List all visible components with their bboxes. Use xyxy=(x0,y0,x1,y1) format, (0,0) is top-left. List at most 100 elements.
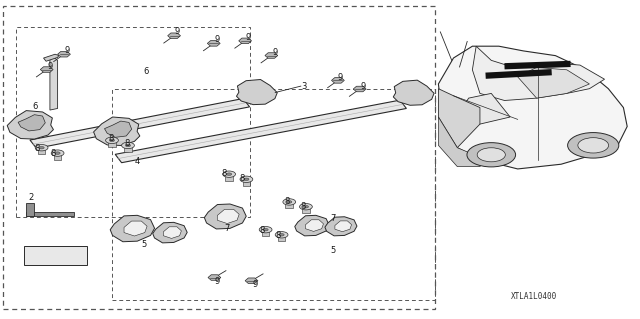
Circle shape xyxy=(568,133,619,158)
Polygon shape xyxy=(204,204,246,229)
Circle shape xyxy=(227,173,232,175)
Text: 8: 8 xyxy=(300,202,305,211)
Polygon shape xyxy=(438,89,480,148)
Polygon shape xyxy=(168,33,180,39)
Text: 9: 9 xyxy=(174,27,179,36)
Text: 9: 9 xyxy=(47,62,52,70)
Circle shape xyxy=(279,234,284,236)
Polygon shape xyxy=(332,78,344,83)
Polygon shape xyxy=(115,100,406,163)
Circle shape xyxy=(55,152,60,154)
Text: 6: 6 xyxy=(143,67,148,76)
Polygon shape xyxy=(438,117,486,167)
Circle shape xyxy=(125,144,131,147)
Circle shape xyxy=(300,204,312,210)
Circle shape xyxy=(122,142,134,149)
Polygon shape xyxy=(58,51,70,57)
Circle shape xyxy=(578,138,609,153)
Polygon shape xyxy=(335,221,351,232)
Circle shape xyxy=(283,199,296,205)
Polygon shape xyxy=(472,46,605,100)
Circle shape xyxy=(244,178,249,181)
Polygon shape xyxy=(44,54,59,61)
Text: 8: 8 xyxy=(124,139,129,148)
Polygon shape xyxy=(18,115,45,131)
Bar xyxy=(285,201,293,208)
Text: 9: 9 xyxy=(215,35,220,44)
Polygon shape xyxy=(218,209,239,224)
Circle shape xyxy=(51,150,64,156)
Bar xyxy=(3,6,435,309)
Text: 9: 9 xyxy=(246,33,251,42)
Text: 7: 7 xyxy=(225,224,230,233)
Polygon shape xyxy=(518,67,589,98)
Circle shape xyxy=(467,143,516,167)
Bar xyxy=(243,179,250,186)
Text: 2: 2 xyxy=(28,193,33,202)
Polygon shape xyxy=(239,38,252,44)
Polygon shape xyxy=(50,57,58,110)
Circle shape xyxy=(263,228,268,231)
Bar xyxy=(262,229,269,236)
Polygon shape xyxy=(353,86,366,92)
Circle shape xyxy=(39,146,44,149)
Circle shape xyxy=(106,137,118,144)
Text: 6: 6 xyxy=(33,102,38,111)
Polygon shape xyxy=(305,220,323,231)
Bar xyxy=(278,234,285,241)
Circle shape xyxy=(287,201,292,203)
Bar xyxy=(225,174,233,181)
Bar xyxy=(108,140,116,147)
Circle shape xyxy=(477,148,506,162)
Polygon shape xyxy=(325,217,357,236)
Bar xyxy=(26,212,74,216)
Polygon shape xyxy=(245,278,258,284)
Text: 8: 8 xyxy=(239,174,244,183)
Text: 9: 9 xyxy=(338,73,343,82)
Text: 5: 5 xyxy=(330,246,335,255)
Polygon shape xyxy=(208,275,221,280)
Text: 9: 9 xyxy=(215,277,220,286)
Bar xyxy=(112,89,435,300)
Polygon shape xyxy=(207,41,220,46)
Polygon shape xyxy=(124,221,147,236)
Circle shape xyxy=(240,176,253,182)
Polygon shape xyxy=(458,93,510,124)
Text: 7: 7 xyxy=(330,214,335,223)
Text: 8: 8 xyxy=(260,226,265,235)
Text: 8: 8 xyxy=(284,197,289,206)
Circle shape xyxy=(109,139,115,142)
Polygon shape xyxy=(237,79,277,105)
Text: 9: 9 xyxy=(65,46,70,55)
Bar xyxy=(302,206,310,213)
Polygon shape xyxy=(7,111,54,139)
Circle shape xyxy=(223,171,236,177)
Polygon shape xyxy=(163,227,181,238)
Polygon shape xyxy=(393,80,434,105)
Text: XTLA1L0400: XTLA1L0400 xyxy=(511,293,557,301)
Circle shape xyxy=(259,226,272,233)
Bar xyxy=(124,145,132,152)
Circle shape xyxy=(303,205,308,208)
Text: 8: 8 xyxy=(108,134,113,143)
Text: 5: 5 xyxy=(141,240,147,249)
Text: 9: 9 xyxy=(361,82,366,91)
Polygon shape xyxy=(295,215,329,236)
Polygon shape xyxy=(30,99,250,148)
Bar xyxy=(38,147,45,154)
Text: 9: 9 xyxy=(273,48,278,57)
Polygon shape xyxy=(265,53,278,58)
Bar xyxy=(54,152,61,160)
Polygon shape xyxy=(104,121,132,137)
Text: 8: 8 xyxy=(51,149,56,158)
Text: 3: 3 xyxy=(301,82,307,91)
Text: 8: 8 xyxy=(276,231,281,240)
Polygon shape xyxy=(153,222,188,243)
Bar xyxy=(26,203,34,216)
Text: 8: 8 xyxy=(35,144,40,153)
Text: 9: 9 xyxy=(252,280,257,289)
Polygon shape xyxy=(438,46,627,169)
Polygon shape xyxy=(110,215,155,242)
Polygon shape xyxy=(40,67,53,72)
Bar xyxy=(24,246,87,265)
